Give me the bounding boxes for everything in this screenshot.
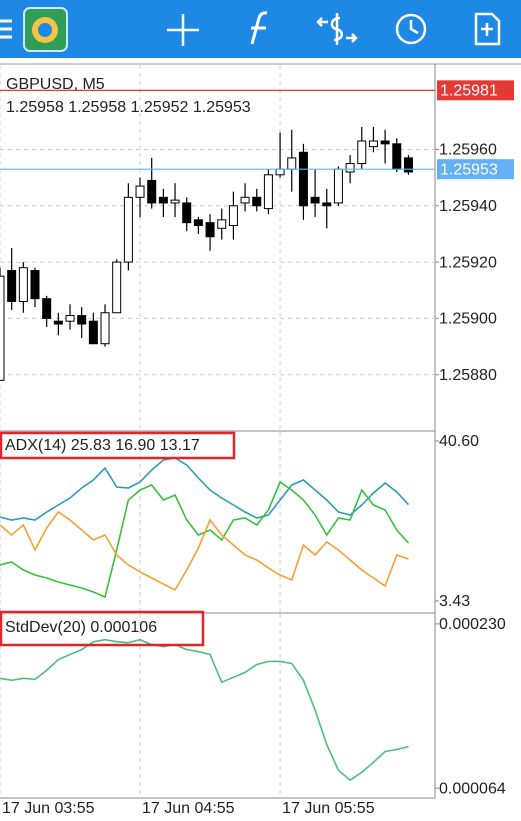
y-tick-label: 1.25900 [439,311,497,328]
candle-body [275,168,285,176]
candle-body [135,185,145,198]
crosshair-icon[interactable] [167,14,199,46]
candle-body [0,275,5,381]
candle-body [193,219,203,226]
candle-body [345,163,355,173]
y-tick-label: 0.000064 [439,780,506,797]
ask-label-bg [437,80,514,101]
indicators-icon[interactable] [250,11,268,45]
highlight-box [0,610,205,647]
candle-body [263,174,273,210]
candle-body [112,261,122,314]
candle-body [65,315,75,322]
y-tick-label: 1.25960 [439,142,497,159]
stddev-title: StdDev(20) 0.000106 [5,619,157,636]
adx-title: ADX(14) 25.83 16.90 13.17 [5,437,200,454]
candle-body [158,196,168,204]
candle-body [205,222,215,238]
trade-icon[interactable] [316,13,358,45]
candle-body [7,270,17,302]
bid-label: 1.25953 [440,161,498,178]
x-tick-label: 17 Jun 05:55 [282,800,375,817]
bid-label-bg [437,159,514,180]
candle-body [100,312,110,345]
indicator-line [0,510,409,592]
symbol-title: GBPUSD, M5 [6,76,105,93]
candle-body [170,199,180,204]
x-tick-label: 17 Jun 03:55 [2,800,95,817]
candle-body [252,196,262,207]
app-icon[interactable] [23,7,68,52]
candle-body [287,157,297,170]
candle-body [42,298,52,319]
y-tick-label: 3.43 [439,593,470,610]
candle-body [357,140,367,165]
highlight-box [0,431,236,460]
candle-body [88,320,98,345]
y-tick-label: 40.60 [439,433,479,450]
x-tick-label: 17 Jun 04:55 [142,800,235,817]
candle-body [18,267,28,302]
candle-body [322,202,332,207]
candle-body [310,196,320,204]
candle-body [403,157,413,173]
menu-icon[interactable] [0,19,12,39]
ask-label: 1.25981 [440,83,498,100]
y-tick-label: 1.25940 [439,198,497,215]
candle-body [298,151,308,207]
indicator-line [0,457,410,521]
y-tick-label: 1.25880 [439,367,497,384]
candle-body [30,270,40,300]
y-tick-label: 0.000230 [439,616,506,633]
candle-body [182,202,192,224]
candle-body [147,179,157,204]
candle-body [380,140,390,145]
candle-body [217,219,227,229]
indicator-line [0,638,409,782]
y-tick-label: 1.25920 [439,254,497,271]
candle-body [228,205,238,226]
ohlc-text: 1.25958 1.25958 1.25952 1.25953 [6,99,251,116]
candle-body [392,143,402,170]
indicator-line [0,480,410,599]
candle-body [240,196,250,204]
new-order-icon[interactable] [474,12,501,46]
candle-body [368,140,378,148]
history-icon[interactable] [395,13,427,45]
candle-body [333,168,343,204]
candle-body [123,196,133,263]
candle-body [53,320,63,325]
candle-body [77,315,87,325]
plots: 17 Jun 03:55 17 Jun 04:55 17 Jun 05:55 1.25… [0,65,514,817]
